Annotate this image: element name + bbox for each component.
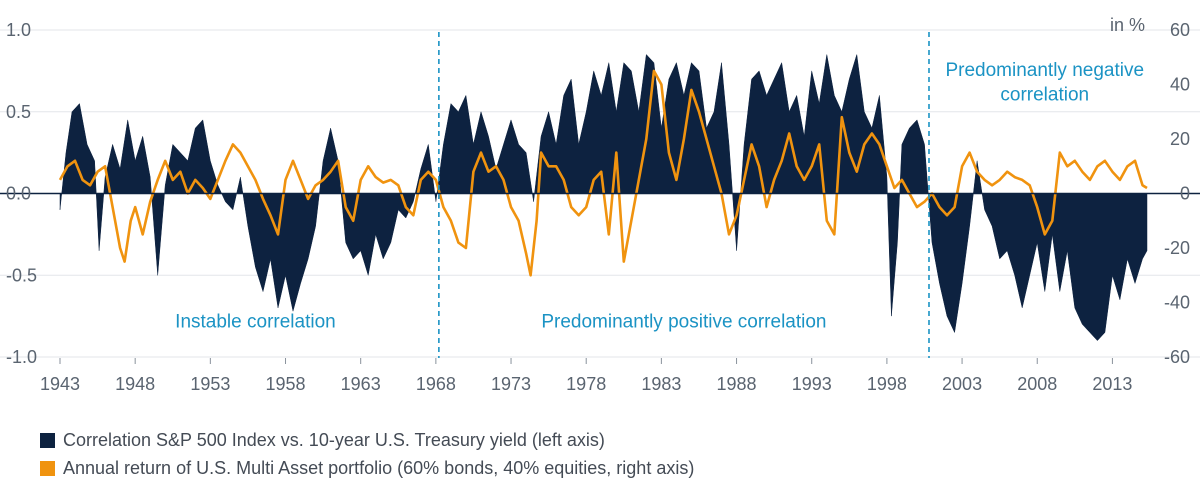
x-tick-label: 1973 — [491, 374, 531, 394]
left-tick-label: 0.5 — [6, 102, 31, 122]
right-axis-ticks: 60 40 20 0 -20 -40 -60 — [1164, 20, 1190, 367]
x-tick-label: 1993 — [792, 374, 832, 394]
correlation-area — [59, 53, 1148, 341]
x-tick-label: 1988 — [717, 374, 757, 394]
x-tick-label: 2013 — [1092, 374, 1132, 394]
right-tick-label: -60 — [1164, 347, 1190, 367]
legend-swatch-orange — [40, 461, 55, 476]
correlation-area-layer — [59, 53, 1148, 341]
left-tick-label: 0.0 — [6, 184, 31, 204]
legend-item-correlation: Correlation S&P 500 Index vs. 10-year U.… — [40, 430, 605, 451]
annotation-3: correlation — [1000, 84, 1089, 105]
x-tick-label: 1983 — [641, 374, 681, 394]
legend-label-portfolio: Annual return of U.S. Multi Asset portfo… — [63, 458, 695, 478]
period-annotations: Instable correlation Predominantly positi… — [175, 60, 1144, 333]
x-tick-label: 1958 — [265, 374, 305, 394]
x-tick-label: 1978 — [566, 374, 606, 394]
right-tick-label: 0 — [1180, 184, 1190, 204]
period-dividers — [438, 32, 930, 358]
right-axis-unit: in % — [1110, 15, 1145, 35]
right-tick-label: 40 — [1170, 75, 1190, 95]
annotation-2: Predominantly negative — [945, 60, 1144, 81]
annotation-1: Predominantly positive correlation — [541, 312, 826, 333]
x-tick-label: 1968 — [416, 374, 456, 394]
x-tick-label: 1963 — [341, 374, 381, 394]
left-axis-ticks: 1.0 0.5 0.0 -0.5 -1.0 — [6, 20, 37, 367]
legend-swatch-navy — [40, 433, 55, 448]
portfolio-return-line — [58, 69, 1148, 277]
x-axis-ticks: 1943 1948 1953 1958 1963 1968 1973 1978 1983 1988… — [40, 358, 1132, 394]
legend-item-portfolio: Annual return of U.S. Multi Asset portfo… — [40, 458, 694, 479]
x-tick-label: 1948 — [115, 374, 155, 394]
x-tick-label: 2008 — [1017, 374, 1057, 394]
x-tick-label: 1998 — [867, 374, 907, 394]
right-tick-label: -40 — [1164, 293, 1190, 313]
right-tick-label: 20 — [1170, 129, 1190, 149]
left-tick-label: -0.5 — [6, 265, 37, 285]
left-tick-label: 1.0 — [6, 20, 31, 40]
right-tick-label: -20 — [1164, 238, 1190, 258]
x-tick-label: 1943 — [40, 374, 80, 394]
grid-lines — [0, 29, 1200, 358]
legend-label-correlation: Correlation S&P 500 Index vs. 10-year U.… — [63, 430, 605, 450]
portfolio-return-line-layer — [58, 69, 1148, 277]
right-tick-label: 60 — [1170, 20, 1190, 40]
x-tick-label: 2003 — [942, 374, 982, 394]
left-tick-label: -1.0 — [6, 347, 37, 367]
annotation-0: Instable correlation — [175, 312, 336, 333]
x-tick-label: 1953 — [190, 374, 230, 394]
